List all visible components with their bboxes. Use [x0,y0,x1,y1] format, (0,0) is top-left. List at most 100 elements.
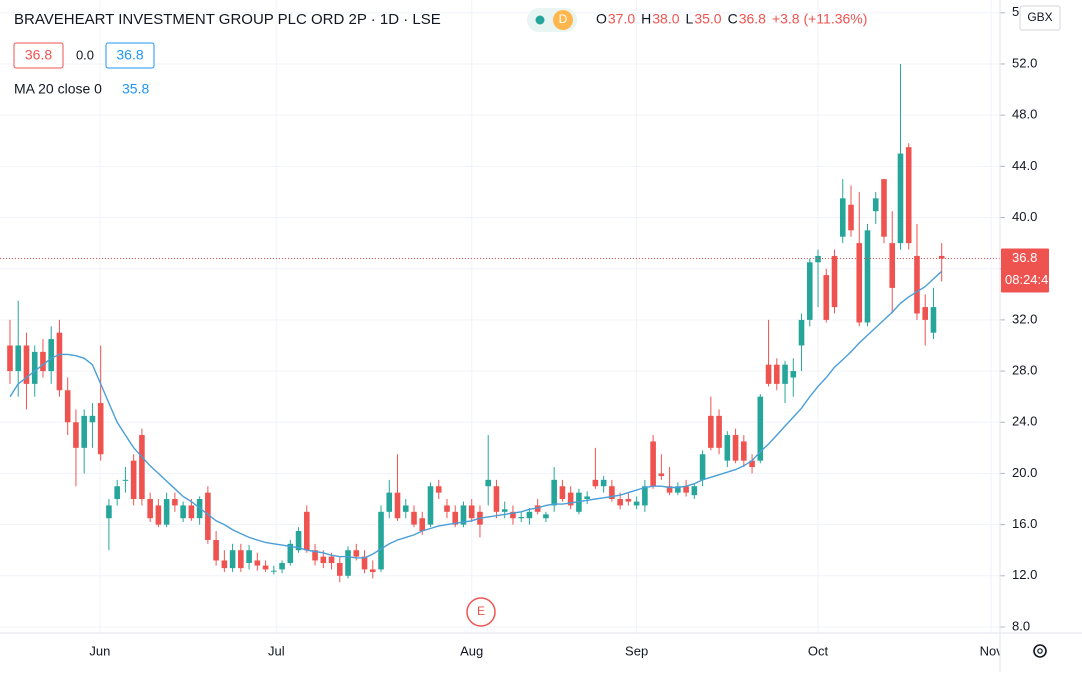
gear[interactable] [1033,644,1047,658]
last-price-box [1001,248,1049,293]
candle-body [328,556,335,564]
price-axis: 8.012.016.020.024.028.032.036.040.044.04… [1000,4,1056,633]
candle-body [938,255,945,259]
candle-body [543,514,549,519]
candle-body [97,403,104,455]
candle-body [592,479,599,487]
candle-body [757,396,764,461]
candle-body [897,153,904,244]
input-box[interactable] [13,42,64,69]
y-tick-label: 32.0 [1012,311,1037,326]
candle-body [419,518,426,532]
ohlc-key: C [728,11,738,27]
x-tick-label: Nov [980,643,1004,658]
candle-body [584,496,590,500]
grid [0,0,1000,633]
candle-body [394,492,401,519]
y-tick-label: 20.0 [1012,465,1037,480]
candle-body [468,505,475,519]
candle-body [856,243,863,323]
candle-body [732,435,739,461]
candle-body [905,147,912,244]
candle-body [279,563,285,570]
candle-body [460,505,467,525]
candle-body [609,486,615,500]
x-tick-label: Jun [89,643,110,658]
moving-average [9,270,943,559]
candle-body [378,511,384,570]
candle-body [823,275,830,320]
candle-body [114,486,120,500]
candle-body [872,198,879,212]
candle-body [15,345,22,372]
candle-body [559,486,566,500]
event-label: E [477,604,485,618]
candle-body [716,415,722,448]
y-tick-label: 40.0 [1012,209,1037,224]
x-tick-label: Jul [268,643,285,658]
input-box[interactable] [105,42,155,69]
y-tick-label: 16.0 [1012,516,1037,531]
candle-body [658,473,665,476]
candle-body [56,332,63,391]
candle-body [336,563,343,576]
candle-body [848,204,854,231]
candle-body [369,569,376,572]
candle-body [691,486,698,496]
candle-body [89,415,96,423]
candle-body [551,479,557,506]
ohlc-key: L [686,11,694,27]
candle-body [485,479,492,487]
candle-body [815,255,821,263]
change: +3.8 (+11.36%) [772,11,867,27]
x-tick-label: Oct [808,643,829,658]
input-value: 0.0 [76,47,94,62]
candle-body [922,307,929,320]
candle-body [7,345,13,372]
candle-body [402,505,409,512]
gear-hub [1037,648,1043,654]
candle-body [798,319,805,346]
interval-badge[interactable]: D [559,12,568,26]
candle-body [493,486,500,512]
candle-body [304,511,310,551]
candle-body [229,550,236,569]
ohlc-value: 36.8 [739,11,766,27]
candle-body [518,516,524,519]
candle-body [600,479,607,487]
candle-body [526,511,533,519]
candle-body [839,198,846,237]
x-tick-label: Sep [625,643,648,658]
candle-body [287,543,294,564]
candle-body [650,441,656,487]
candle-body [221,560,228,569]
candle-body [666,486,673,493]
candle-body [633,501,640,506]
indicator-name[interactable]: MA 20 close 0 [14,81,102,97]
candle-body [683,486,689,493]
candle-body [23,345,30,384]
candle-body [271,570,277,572]
candle-body [353,550,360,557]
candle-body [699,454,706,480]
candle-body [435,486,442,493]
candle-body [501,509,508,512]
candle-body [31,351,38,384]
countdown: 08:24:40 [1005,272,1056,287]
ohlc-value: 37.0 [608,11,635,27]
candle-body [625,499,632,502]
candle-body [312,550,318,561]
event-marker[interactable] [466,597,496,627]
input-value: 36.8 [25,47,52,63]
candle-body [155,505,162,525]
currency-box[interactable] [1019,5,1061,31]
settings-icon[interactable] [1033,644,1047,658]
last-price-label: 36.8 [1012,250,1037,265]
ohlc-value: 38.0 [652,11,679,27]
candle-body [295,531,302,551]
candle-body [180,505,186,519]
y-tick-label: 28.0 [1012,363,1037,378]
ohlc-value: 35.0 [694,11,721,27]
candle-body [386,492,393,512]
